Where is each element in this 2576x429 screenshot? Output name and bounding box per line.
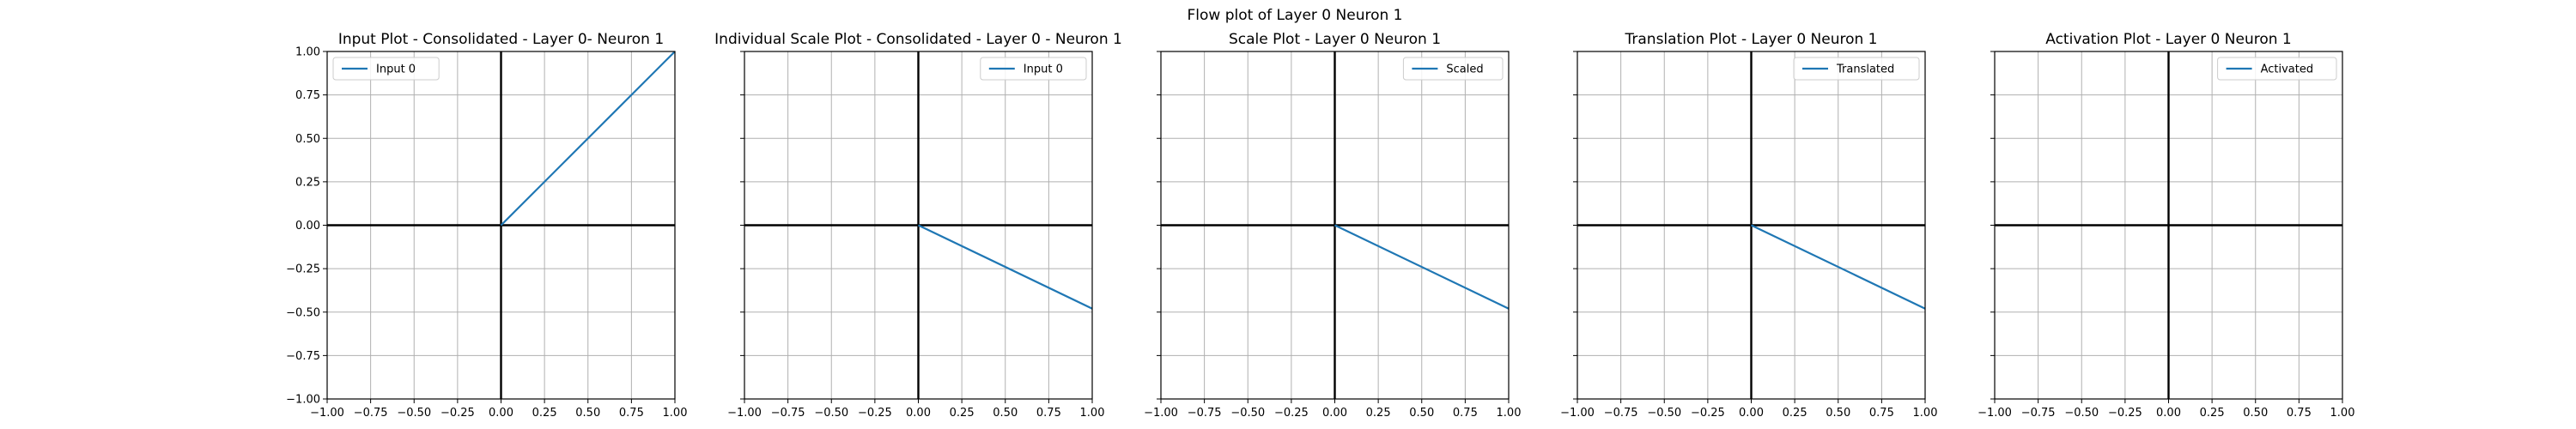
axes-frame (1160, 51, 1510, 400)
subplot-panel: Input Plot - Consolidated - Layer 0- Neu… (286, 31, 687, 420)
x-tick-label: 0.75 (2287, 407, 2312, 420)
subplot-panel: Translation Plot - Layer 0 Neuron 1 −1.00… (1560, 31, 1937, 420)
y-tick-label: −0.50 (286, 306, 320, 319)
x-tick-label: 0.75 (619, 407, 644, 420)
y-tick-label: 0.50 (295, 133, 320, 146)
y-tick-label: 0.00 (295, 220, 320, 233)
x-tick-label: −0.50 (814, 407, 848, 420)
x-tick-label: 0.00 (2156, 407, 2181, 420)
x-tick-label: −1.00 (1560, 407, 1595, 420)
x-tick-label: 0.75 (1869, 407, 1894, 420)
x-tick-label: −0.50 (397, 407, 431, 420)
x-tick-label: 1.00 (2330, 407, 2355, 420)
x-tick-label: −1.00 (1978, 407, 2012, 420)
legend-label: Input 0 (376, 63, 416, 76)
x-tick-label: 0.00 (489, 407, 513, 420)
x-tick-label: −0.50 (1647, 407, 1681, 420)
x-tick-label: −1.00 (310, 407, 344, 420)
x-tick-label: 0.25 (950, 407, 975, 420)
legend-box (1402, 57, 1504, 81)
x-tick-label: 1.00 (1497, 407, 1522, 420)
panel-title: Translation Plot - Layer 0 Neuron 1 (1625, 31, 1878, 48)
subplot-panels: Input Plot - Consolidated - Layer 0- Neu… (286, 31, 2354, 420)
legend-box (332, 57, 440, 81)
x-tick-label: 0.50 (2243, 407, 2268, 420)
series-line (918, 224, 1093, 310)
y-tick-label: −1.00 (286, 394, 320, 407)
subplot-panel: Individual Scale Plot - Consolidated - L… (714, 31, 1122, 420)
series-line (500, 51, 676, 227)
x-tick-label: 0.50 (1409, 407, 1434, 420)
x-tick-label: 0.00 (906, 407, 931, 420)
x-tick-label: −0.75 (771, 407, 805, 420)
axes-frame (326, 51, 676, 400)
y-tick-label: 0.75 (295, 89, 320, 102)
x-tick-label: 0.25 (2200, 407, 2225, 420)
y-tick-label: −0.25 (286, 263, 320, 276)
legend-label: Scaled (1446, 63, 1483, 76)
x-tick-label: −0.25 (1691, 407, 1725, 420)
panel-title: Individual Scale Plot - Consolidated - L… (714, 31, 1122, 48)
legend-label: Activated (2261, 63, 2314, 76)
x-tick-label: −0.50 (1230, 407, 1265, 420)
axes-frame (744, 51, 1093, 400)
x-tick-label: 1.00 (663, 407, 688, 420)
x-tick-label: −0.75 (1188, 407, 1222, 420)
panel-title: Input Plot - Consolidated - Layer 0- Neu… (338, 31, 664, 48)
series-line (1751, 224, 1926, 310)
x-tick-label: 0.25 (532, 407, 557, 420)
x-tick-label: −0.75 (1604, 407, 1638, 420)
legend-box (1793, 57, 1920, 81)
series-line (1334, 224, 1510, 310)
x-tick-label: −0.25 (440, 407, 475, 420)
x-tick-label: 0.50 (575, 407, 600, 420)
x-tick-label: 0.00 (1739, 407, 1764, 420)
subplot-panel: Scale Plot - Layer 0 Neuron 1−1.00 −0.75−… (1144, 31, 1521, 420)
legend-box (2217, 57, 2337, 81)
legend-label: Input 0 (1024, 63, 1063, 76)
x-tick-label: −0.75 (354, 407, 388, 420)
figure-suptitle: Flow plot of Layer 0 Neuron 1 (1188, 7, 1403, 24)
axes-frame (1577, 51, 1926, 400)
legend-label: Translated (1836, 63, 1894, 76)
x-tick-label: −0.75 (2021, 407, 2056, 420)
x-tick-label: 0.25 (1783, 407, 1807, 420)
x-tick-label: −1.00 (1144, 407, 1178, 420)
x-tick-label: 0.25 (1366, 407, 1391, 420)
y-tick-label: −0.75 (286, 350, 320, 363)
y-tick-label: 0.25 (295, 176, 320, 189)
y-tick-label: 1.00 (295, 46, 320, 59)
x-tick-label: −0.50 (2064, 407, 2099, 420)
x-tick-label: 0.50 (1826, 407, 1850, 420)
panel-title: Activation Plot - Layer 0 Neuron 1 (2045, 31, 2291, 48)
axes-frame (1994, 51, 2343, 400)
panel-title: Scale Plot - Layer 0 Neuron 1 (1229, 31, 1441, 48)
x-tick-label: 0.75 (1453, 407, 1478, 420)
x-tick-label: 0.50 (993, 407, 1018, 420)
x-tick-label: −0.25 (2108, 407, 2142, 420)
x-tick-label: 1.00 (1080, 407, 1105, 420)
x-tick-label: 0.00 (1322, 407, 1347, 420)
legend-box (980, 57, 1087, 81)
x-tick-label: 1.00 (1913, 407, 1938, 420)
x-tick-label: −1.00 (727, 407, 762, 420)
x-tick-label: −0.25 (1274, 407, 1309, 420)
x-tick-label: −0.25 (858, 407, 892, 420)
x-tick-label: 0.75 (1036, 407, 1061, 420)
subplot-panel: Activation Plot - Layer 0 Neuron 1−1.00−… (1978, 31, 2354, 420)
